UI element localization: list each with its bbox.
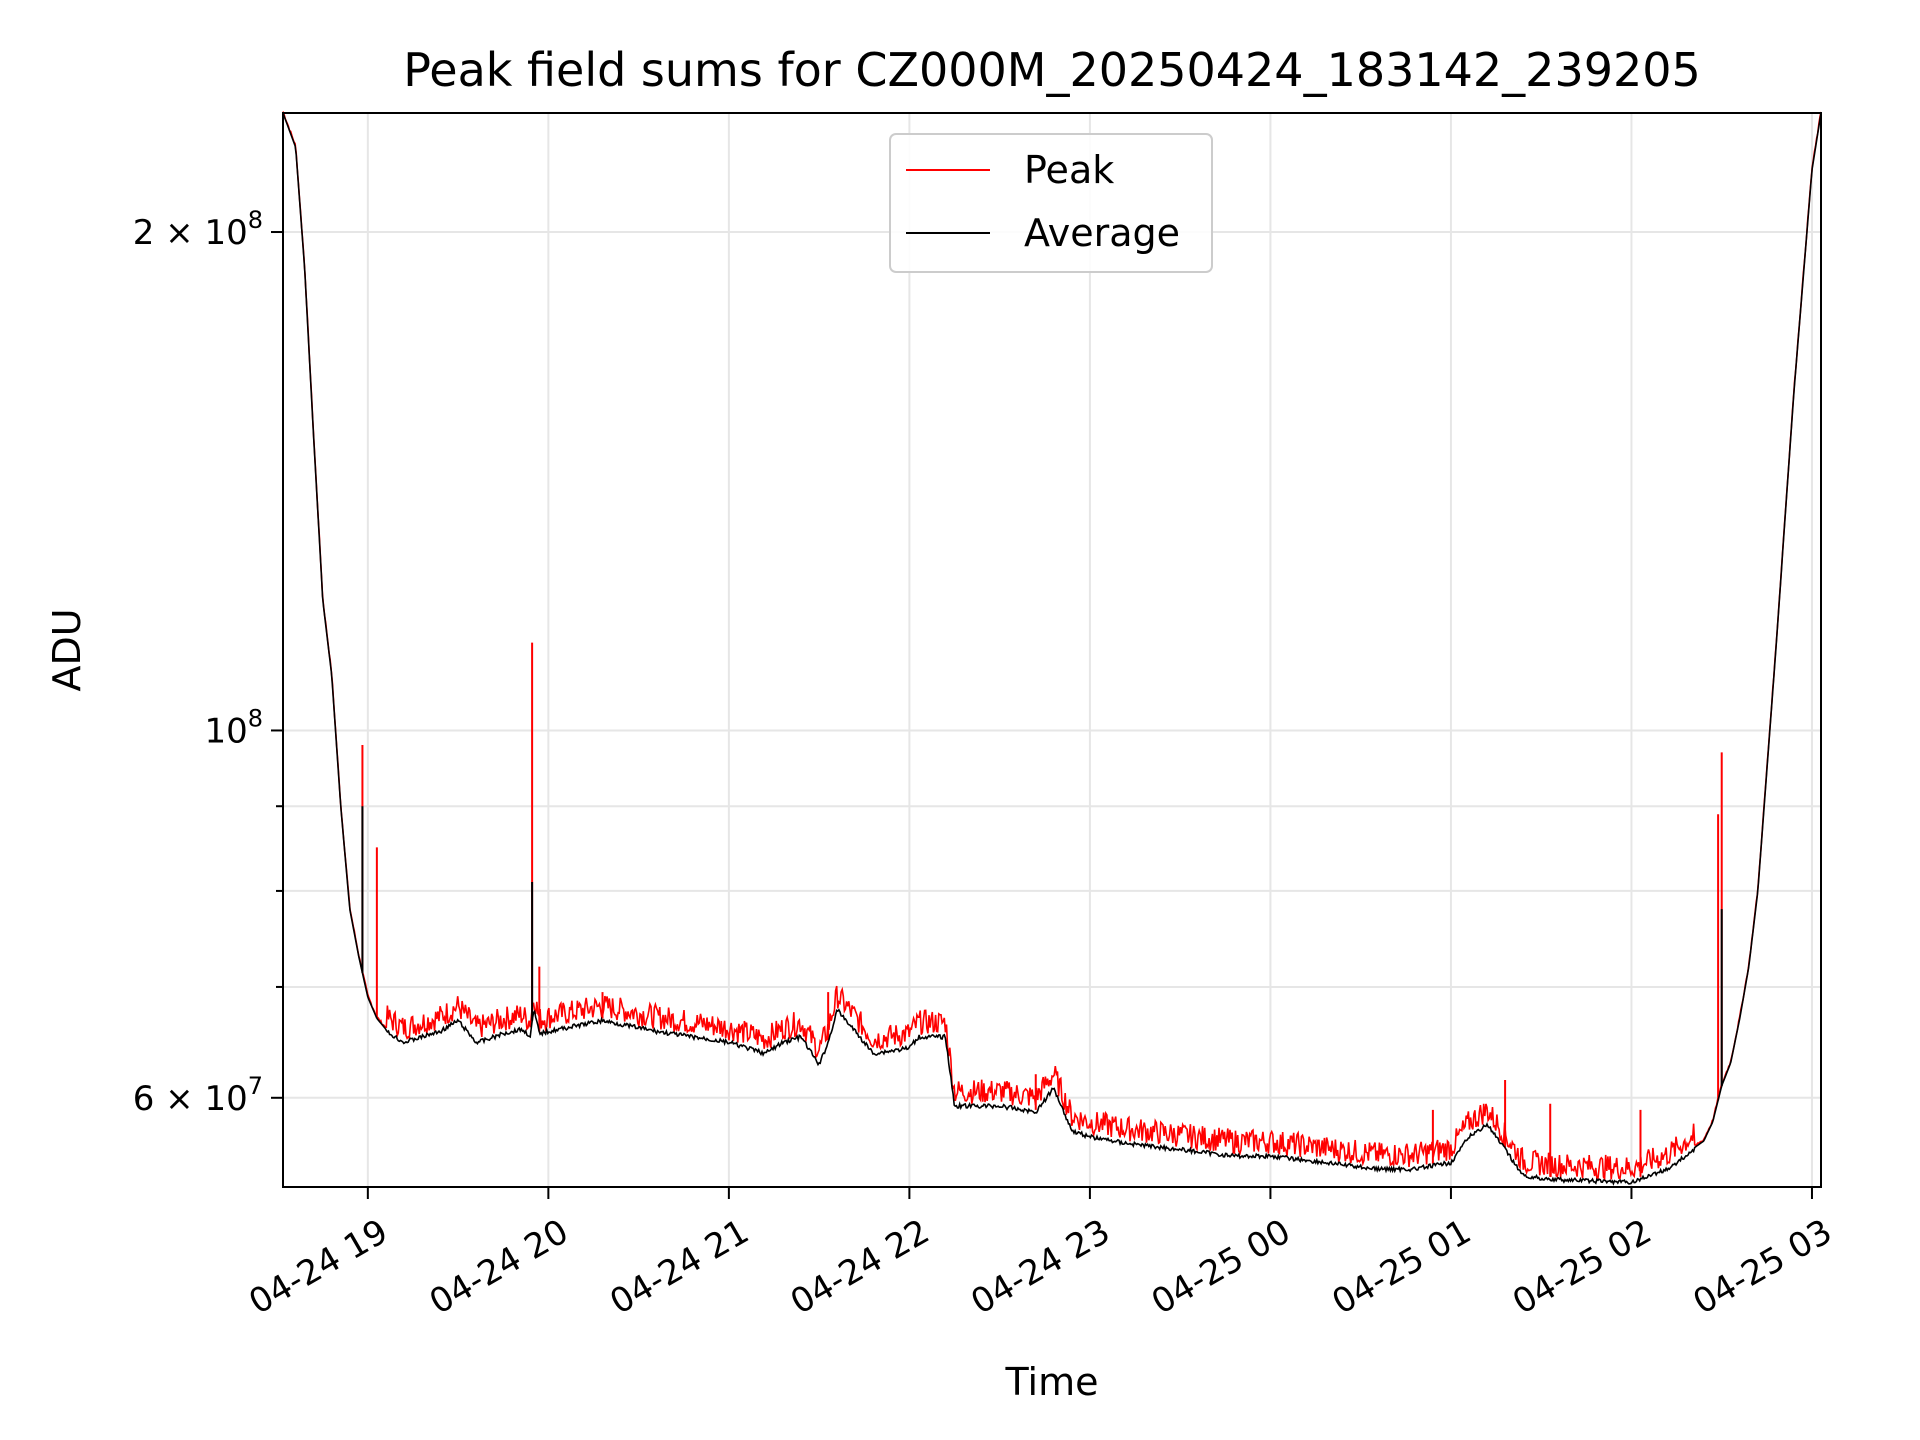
series-average (282, 112, 1822, 1186)
y-tick-label: 2 × 108 (133, 206, 263, 253)
y-axis: 6 × 107 108 2 × 108 (133, 206, 283, 1119)
plot-frame (282, 112, 1822, 1188)
legend-box (889, 133, 1213, 273)
x-axis-label: Time (1005, 1360, 1099, 1404)
chart-title: Peak field sums for CZ000M_20250424_1831… (403, 43, 1701, 97)
y-tick-label: 6 × 107 (133, 1072, 263, 1119)
average-line (282, 112, 1822, 1186)
legend: Peak Average (889, 133, 1213, 273)
y-tick-label: 108 (204, 704, 263, 751)
legend-label-average: Average (1024, 211, 1180, 255)
series-peak (282, 111, 1822, 1182)
y-axis-label: ADU (45, 608, 89, 691)
legend-label-peak: Peak (1024, 148, 1114, 192)
